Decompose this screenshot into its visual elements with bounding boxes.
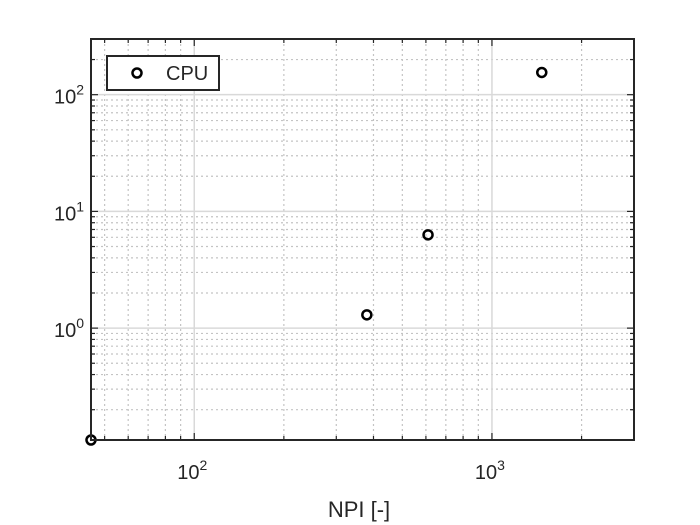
y-tick-label: 101: [54, 198, 84, 225]
legend-label-cpu: CPU: [166, 63, 208, 85]
x-axis-label: NPI [-]: [328, 497, 390, 522]
x-tick-labels: 102 103: [177, 457, 505, 484]
y-tick-label: 100: [54, 315, 84, 342]
data-point-cpu: [422, 229, 434, 241]
y-tick-label: 102: [54, 82, 84, 109]
x-tick-label: 102: [177, 457, 207, 484]
minor-grid: [91, 38, 635, 440]
legend: CPU: [106, 55, 220, 91]
major-grid: [91, 39, 634, 440]
x-tick-label: 103: [475, 457, 505, 484]
y-tick-labels: 100 101 102: [54, 82, 84, 342]
plot-frame: [90, 38, 635, 441]
data-point-cpu: [361, 309, 373, 321]
plot-background: [91, 39, 634, 440]
legend-marker-cpu: [131, 67, 143, 79]
data-point-cpu: [536, 66, 548, 79]
legend-box: [106, 55, 220, 91]
